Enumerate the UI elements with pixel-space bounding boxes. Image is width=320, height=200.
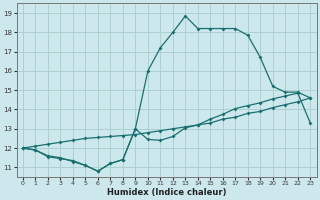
X-axis label: Humidex (Indice chaleur): Humidex (Indice chaleur) bbox=[107, 188, 226, 197]
